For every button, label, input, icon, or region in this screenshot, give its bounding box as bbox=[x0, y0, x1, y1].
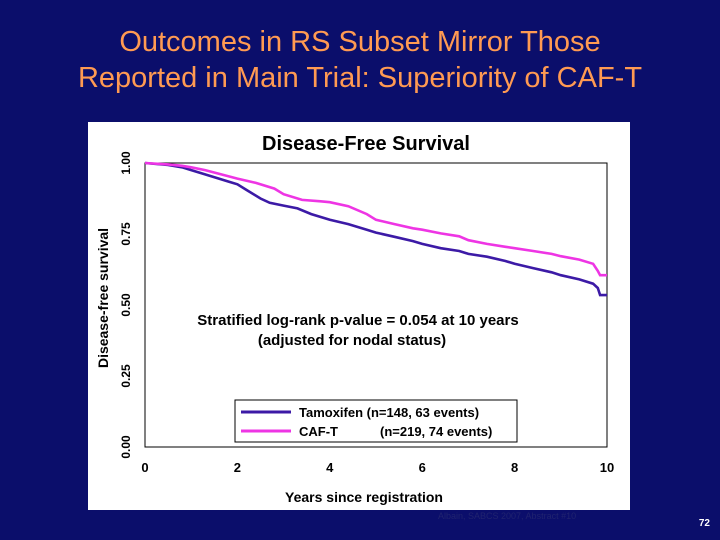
page-number: 72 bbox=[698, 518, 710, 529]
caf-t-survival-line bbox=[144, 161, 607, 277]
x-axis-label: Years since registration bbox=[285, 489, 443, 505]
slide-title-line-2: Reported in Main Trial: Superiority of C… bbox=[77, 62, 643, 94]
y-tick-label: 0.00 bbox=[119, 435, 133, 459]
slide-title: Outcomes in RS Subset Mirror Those Repor… bbox=[0, 24, 720, 96]
x-tick-label: 4 bbox=[326, 460, 334, 475]
x-tick-label: 8 bbox=[511, 460, 518, 475]
citation: Albain, SABCS 2007, Abstract #10 bbox=[438, 511, 577, 521]
x-tick-label: 6 bbox=[419, 460, 426, 475]
legend-label-caf-t: CAF-T bbox=[299, 424, 338, 439]
x-axis: 0 2 4 6 8 10 bbox=[141, 460, 614, 475]
legend-box bbox=[234, 399, 518, 443]
y-tick-label: 0.75 bbox=[119, 222, 133, 246]
legend-label-tamoxifen: Tamoxifen (n=148, 63 events) bbox=[299, 405, 479, 420]
legend: Tamoxifen (n=148, 63 events) CAF-T (n=21… bbox=[234, 399, 518, 443]
y-tick-label: 1.00 bbox=[119, 151, 133, 175]
legend-label-caf-t-detail: (n=219, 74 events) bbox=[380, 424, 492, 439]
tamoxifen-survival-line bbox=[144, 161, 607, 297]
annotation-adjusted: (adjusted for nodal status) bbox=[258, 332, 446, 349]
x-tick-label: 0 bbox=[141, 460, 148, 475]
y-tick-label: 0.25 bbox=[119, 364, 133, 388]
x-tick-label: 10 bbox=[600, 460, 614, 475]
x-tick-label: 2 bbox=[234, 460, 241, 475]
slide-title-line-1: Outcomes in RS Subset Mirror Those bbox=[119, 26, 601, 58]
y-axis: 0.00 0.25 0.50 0.75 1.00 bbox=[119, 151, 133, 459]
chart-title: Disease-Free Survival bbox=[262, 133, 470, 155]
y-tick-label: 0.50 bbox=[119, 293, 133, 317]
annotation-pvalue: Stratified log-rank p-value = 0.054 at 1… bbox=[197, 312, 518, 329]
y-axis-label: Disease-free survival bbox=[95, 228, 111, 368]
